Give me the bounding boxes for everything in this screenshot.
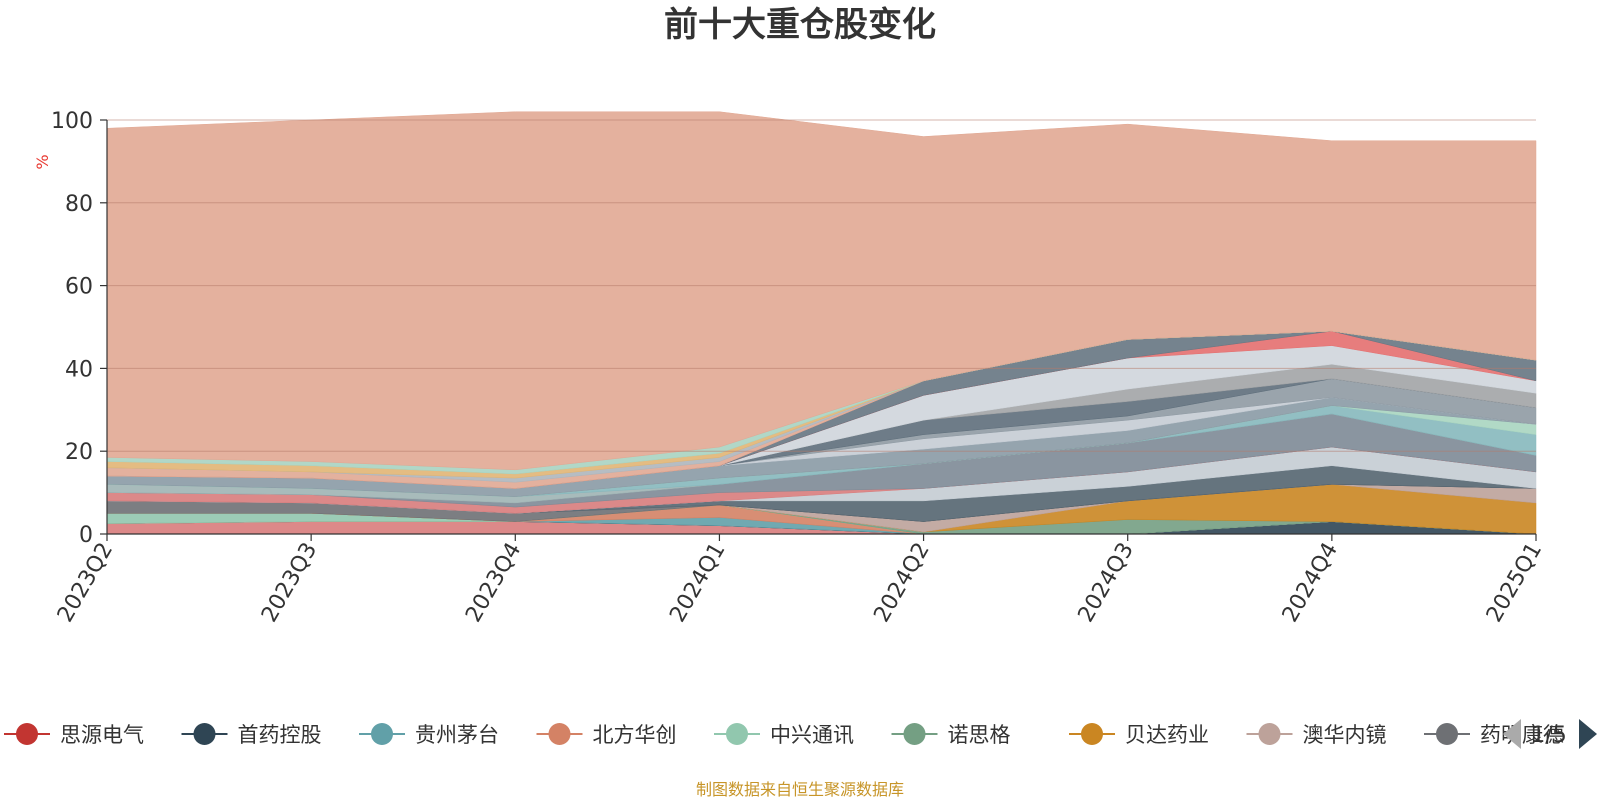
chart-title: 前十大重仓股变化: [664, 5, 936, 45]
legend-item-4[interactable]: 中兴通讯: [714, 723, 854, 747]
legend-marker-icon: [548, 723, 571, 745]
legend-label: 诺思格: [948, 723, 1011, 747]
legend-marker-icon: [1436, 723, 1458, 745]
x-tick-label-6: 2024Q4: [1278, 539, 1343, 627]
legend-item-0[interactable]: 思源电气: [4, 723, 144, 747]
legend-page-indicator: 1/5: [1531, 723, 1566, 748]
x-tick-label-5: 2024Q3: [1074, 539, 1139, 627]
legend-label: 药明康德: [1480, 723, 1564, 747]
legend-label: 首药控股: [238, 723, 322, 747]
x-tick-label-7: 2025Q1: [1482, 539, 1547, 627]
legend-marker-icon: [903, 723, 926, 745]
y-tick-label-0: 0: [79, 523, 93, 548]
x-tick-label-1: 2023Q3: [257, 539, 322, 627]
y-tick-label-5: 100: [51, 109, 93, 134]
x-tick-label-3: 2024Q1: [665, 539, 730, 627]
x-tick-label-2: 2023Q4: [461, 539, 526, 627]
legend-item-3[interactable]: 北方华创: [536, 723, 677, 747]
legend: 思源电气 首药控股 贵州茅台 北方华创 中兴通讯 诺思格 贝达药业 澳华内镜 药明康德: [4, 723, 1564, 747]
x-tick-label-0: 2023Q2: [53, 539, 118, 627]
legend-marker-icon: [726, 723, 748, 745]
legend-item-7[interactable]: 澳华内镜: [1246, 723, 1387, 747]
legend-marker-icon: [1081, 723, 1103, 745]
y-tick-label-1: 20: [65, 440, 93, 465]
legend-marker-icon: [193, 723, 216, 745]
pager-prev-icon[interactable]: [1503, 719, 1521, 749]
legend-label: 中兴通讯: [770, 723, 854, 747]
legend-item-1[interactable]: 首药控股: [181, 723, 322, 747]
legend-label: 澳华内镜: [1303, 723, 1387, 747]
y-tick-label-3: 60: [65, 275, 93, 300]
legend-marker-icon: [1258, 723, 1281, 745]
pager-next-icon[interactable]: [1579, 719, 1597, 749]
area-series-29: [106, 111, 1537, 471]
legend-pager: 1/5: [1503, 719, 1597, 749]
legend-item-2[interactable]: 贵州茅台: [359, 723, 499, 747]
data-source-note: 制图数据来自恒生聚源数据库: [695, 780, 904, 799]
x-tick-label-4: 2024Q2: [869, 539, 934, 627]
stacked-areas: [106, 111, 1537, 535]
legend-marker-icon: [16, 723, 38, 745]
y-tick-label-4: 80: [65, 192, 93, 217]
legend-label: 贵州茅台: [415, 723, 499, 747]
legend-label: 贝达药业: [1125, 723, 1209, 747]
grid-lines: [107, 119, 1536, 452]
legend-item-6[interactable]: 贝达药业: [1069, 723, 1209, 747]
y-tick-label-2: 40: [65, 357, 93, 382]
legend-item-5[interactable]: 诺思格: [891, 723, 1011, 747]
y-axis-unit: %: [33, 154, 52, 169]
legend-marker-icon: [371, 723, 393, 745]
legend-item-8[interactable]: 药明康德: [1424, 723, 1564, 747]
legend-label: 思源电气: [60, 723, 144, 747]
legend-label: 北方华创: [593, 723, 677, 747]
